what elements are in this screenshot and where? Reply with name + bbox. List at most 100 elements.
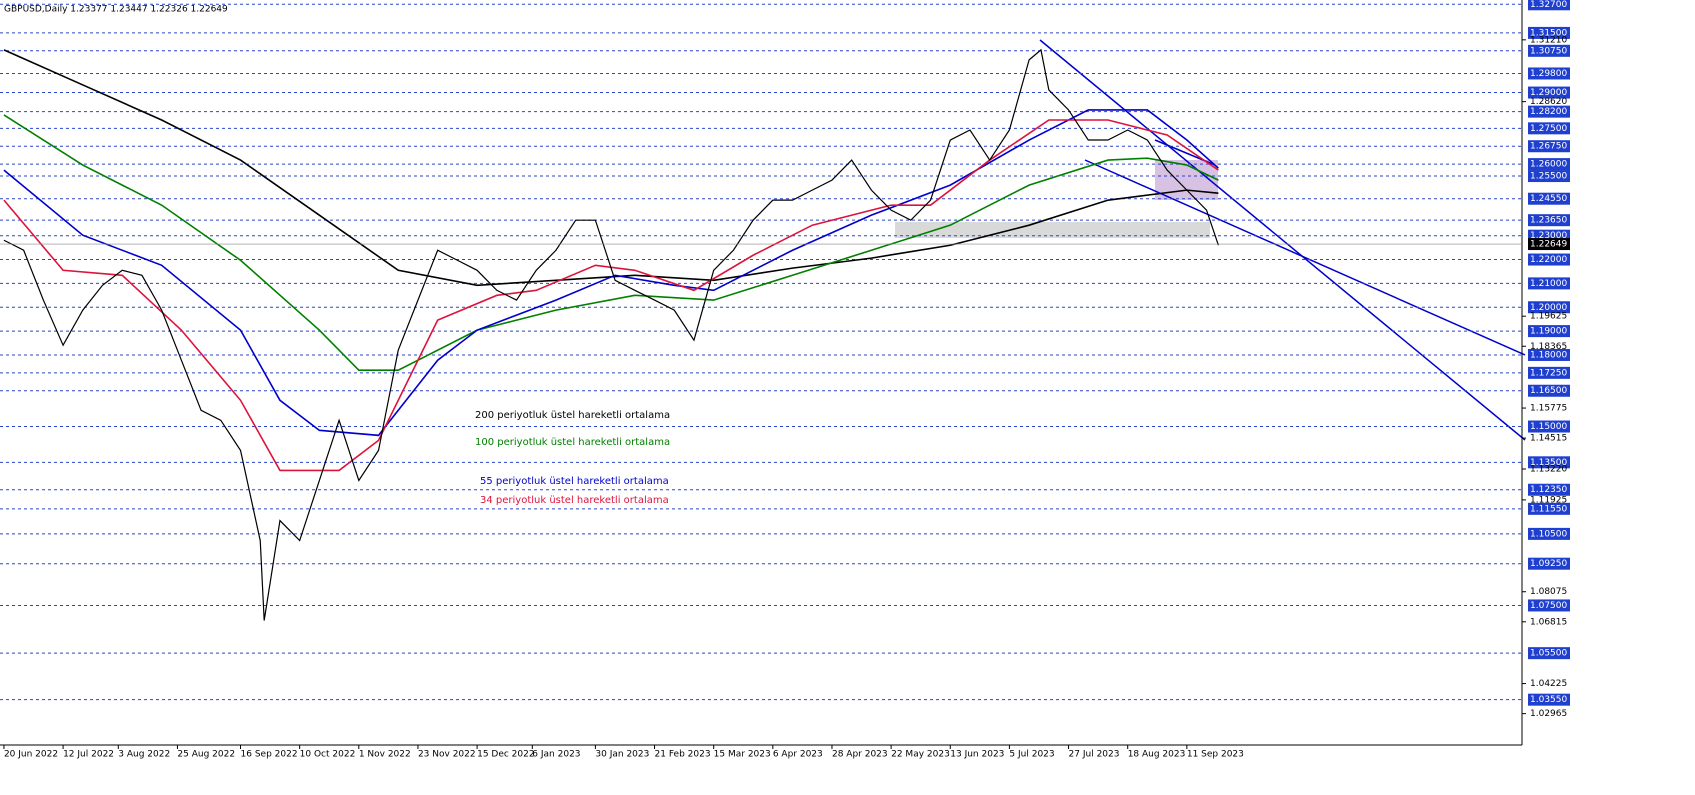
- legend-text: 100 periyotluk üstel hareketli ortalama: [475, 437, 670, 448]
- x-tick-label: 21 Feb 2023: [655, 750, 711, 760]
- level-label: 1.22000: [1530, 255, 1567, 265]
- level-label: 1.20000: [1530, 303, 1567, 313]
- x-tick-label: 27 Jul 2023: [1069, 750, 1120, 760]
- level-label: 1.23650: [1530, 216, 1567, 226]
- level-box: [1528, 122, 1570, 135]
- level-label: 1.05500: [1530, 649, 1567, 659]
- level-box: [1528, 170, 1570, 183]
- y-tick-label: 1.02965: [1530, 709, 1567, 719]
- level-label: 1.29000: [1530, 88, 1567, 98]
- level-label: 1.10500: [1530, 529, 1567, 539]
- x-tick-label: 16 Sep 2022: [241, 750, 298, 760]
- level-box: [1528, 325, 1570, 338]
- level-label: 1.12350: [1530, 485, 1567, 495]
- level-label: 1.19000: [1530, 327, 1567, 337]
- level-box: [1528, 693, 1570, 706]
- level-box: [1528, 86, 1570, 99]
- y-tick-label: 1.31210: [1530, 35, 1567, 45]
- trend-line: [1084, 159, 1526, 356]
- legend-text: 34 periyotluk üstel hareketli ortalama: [480, 495, 669, 506]
- trend-line: [1039, 39, 1526, 441]
- y-tick-label: 1.15775: [1530, 404, 1567, 414]
- y-tick-label: 1.19625: [1530, 312, 1567, 322]
- level-box: [1528, 0, 1570, 11]
- x-tick-label: 28 Apr 2023: [832, 750, 888, 760]
- level-box: [1528, 67, 1570, 80]
- level-box: [1528, 301, 1570, 314]
- y-tick-label: 1.11925: [1530, 495, 1567, 505]
- level-label: 1.07500: [1530, 601, 1567, 611]
- x-tick-label: 15 Dec 2022: [477, 750, 535, 760]
- level-label: 1.28200: [1530, 107, 1567, 117]
- level-box: [1528, 420, 1570, 433]
- level-label: 1.16500: [1530, 386, 1567, 396]
- level-label: 1.23000: [1530, 231, 1567, 241]
- x-tick-label: 1 Nov 2022: [359, 750, 411, 760]
- x-tick-label: 18 Aug 2023: [1128, 750, 1186, 760]
- level-box: [1528, 277, 1570, 290]
- level-box: [1528, 502, 1570, 515]
- level-label: 1.24550: [1530, 194, 1567, 204]
- x-tick-label: 13 Jun 2023: [950, 750, 1004, 760]
- level-box: [1528, 557, 1570, 570]
- moving-average: [3, 49, 1219, 287]
- x-tick-label: 11 Sep 2023: [1187, 750, 1244, 760]
- y-tick-label: 1.06815: [1530, 617, 1567, 627]
- level-label: 1.21000: [1530, 279, 1567, 289]
- level-box: [1528, 26, 1570, 39]
- level-label: 1.29800: [1530, 69, 1567, 79]
- level-label: 1.30750: [1530, 46, 1567, 56]
- level-label: 1.25500: [1530, 172, 1567, 182]
- chart-title: GBPUSD,Daily 1.23377 1.23447 1.22326 1.2…: [4, 5, 228, 15]
- legend-text: 200 periyotluk üstel hareketli ortalama: [475, 410, 670, 421]
- y-tick-label: 1.04225: [1530, 679, 1567, 689]
- level-box: [1528, 140, 1570, 153]
- price-line: [3, 48, 1219, 621]
- level-box: [1528, 214, 1570, 227]
- level-label: 1.03550: [1530, 695, 1567, 705]
- x-tick-label: 3 Aug 2022: [118, 750, 170, 760]
- level-box: [1528, 527, 1570, 540]
- level-label: 1.18000: [1530, 350, 1567, 360]
- moving-average: [3, 119, 1219, 472]
- x-tick-label: 30 Jan 2023: [595, 750, 649, 760]
- level-label: 1.15000: [1530, 422, 1567, 432]
- x-tick-label: 15 Mar 2023: [714, 750, 771, 760]
- level-box: [1528, 599, 1570, 612]
- level-box: [1528, 483, 1570, 496]
- level-box: [1528, 647, 1570, 660]
- current-price-label: 1.22649: [1530, 240, 1567, 250]
- moving-average: [3, 114, 1219, 372]
- y-tick-label: 1.08075: [1530, 587, 1567, 597]
- y-tick-label: 1.14515: [1530, 434, 1567, 444]
- x-tick-label: 10 Oct 2022: [300, 750, 356, 760]
- x-tick-label: 22 May 2023: [891, 750, 950, 760]
- level-box: [1528, 384, 1570, 397]
- current-price-box: [1528, 238, 1570, 251]
- level-label: 1.26750: [1530, 142, 1567, 152]
- level-label: 1.27500: [1530, 124, 1567, 134]
- y-tick-label: 1.13220: [1530, 464, 1567, 474]
- x-tick-label: 20 Jun 2022: [4, 750, 58, 760]
- level-label: 1.17250: [1530, 368, 1567, 378]
- level-label: 1.13500: [1530, 458, 1567, 468]
- x-tick-label: 5 Jul 2023: [1009, 750, 1054, 760]
- level-label: 1.09250: [1530, 559, 1567, 569]
- y-tick-label: 1.28620: [1530, 97, 1567, 107]
- x-tick-label: 6 Apr 2023: [773, 750, 823, 760]
- x-tick-label: 23 Nov 2022: [418, 750, 476, 760]
- support-zone: [895, 222, 1210, 238]
- level-box: [1528, 456, 1570, 469]
- level-box: [1528, 44, 1570, 57]
- level-box: [1528, 348, 1570, 361]
- level-label: 1.31500: [1530, 28, 1567, 38]
- level-box: [1528, 158, 1570, 171]
- x-tick-label: 25 Aug 2022: [177, 750, 235, 760]
- x-tick-label: 6 Jan 2023: [532, 750, 580, 760]
- level-box: [1528, 253, 1570, 266]
- level-label: 1.26000: [1530, 160, 1567, 170]
- level-box: [1528, 105, 1570, 118]
- level-box: [1528, 366, 1570, 379]
